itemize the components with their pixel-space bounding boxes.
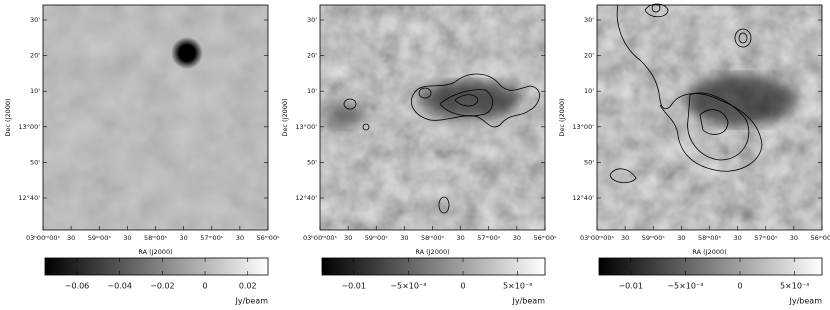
- colorbar-tick-label: 0.02: [239, 282, 257, 291]
- ra-tick-label: 59ᵐ00ˢ: [365, 234, 389, 242]
- dec-axis-label: Dec (J2000): [558, 98, 566, 136]
- dec-tick-label: 30': [30, 16, 40, 24]
- ra-tick-label: 58ᵐ00ˢ: [698, 234, 722, 242]
- ra-tick-label: 30: [400, 234, 408, 242]
- colorbar-tick-label: 0: [203, 282, 208, 291]
- ra-tick-label: 30: [733, 234, 741, 242]
- dec-tick-label: 12°40': [18, 194, 40, 202]
- ra-axis-label: RA (J2000): [138, 248, 172, 256]
- dec-tick-label: 20': [30, 52, 40, 60]
- colorbar: [321, 257, 546, 276]
- dec-tick-label: 12°40': [572, 194, 594, 202]
- ra-tick-label: 30: [123, 234, 131, 242]
- dec-tick-label: 10': [584, 87, 594, 95]
- colorbar-tick-label: −5×10⁻³: [667, 282, 703, 291]
- dec-axis-label: Dec (J2000): [281, 98, 289, 136]
- colorbar-unit: Jy/beam: [512, 297, 546, 306]
- ra-tick-label: 30: [790, 234, 798, 242]
- image-2: [320, 5, 545, 230]
- ra-tick-label: 30: [67, 234, 75, 242]
- dec-tick-label: 13°00': [295, 123, 317, 131]
- dec-tick-label: 20': [307, 52, 317, 60]
- dec-tick-label: 30': [584, 16, 594, 24]
- ra-tick-label: 30: [344, 234, 352, 242]
- ra-tick-label: 30: [456, 234, 464, 242]
- ra-tick-label: 59ᵐ00ˢ: [88, 234, 112, 242]
- colorbar-tick-label: 0: [460, 282, 465, 291]
- dec-tick-label: 13°00': [572, 123, 594, 131]
- dec-tick-label: 13°00': [18, 123, 40, 131]
- ra-tick-label: 57ᵐ00ˢ: [477, 234, 501, 242]
- colorbar-tick-label: −0.04: [107, 282, 132, 291]
- ra-tick-label: 56ᵐ00ˢ: [533, 234, 557, 242]
- colorbar: [44, 257, 269, 276]
- ra-tick-label: 58ᵐ00ˢ: [421, 234, 445, 242]
- dec-tick-label: 50': [30, 158, 40, 166]
- colorbar-tick-label: 0: [737, 282, 742, 291]
- ra-axis-label: RA (J2000): [415, 248, 449, 256]
- colorbar-tick-label: −0.01: [341, 282, 366, 291]
- ra-tick-label: 30: [236, 234, 244, 242]
- dec-tick-label: 12°40': [295, 194, 317, 202]
- ra-tick-label: 30: [513, 234, 521, 242]
- dec-tick-label: 20': [584, 52, 594, 60]
- dec-tick-label: 50': [584, 158, 594, 166]
- ra-tick-label: 03ʰ00ᵐ00ˢ: [303, 234, 337, 242]
- ra-tick-label: 58ᵐ00ˢ: [144, 234, 168, 242]
- ra-tick-label: 57ᵐ00ˢ: [754, 234, 778, 242]
- colorbar-tick-label: 5×10⁻³: [780, 282, 809, 291]
- ra-axis-label: RA (J2000): [692, 248, 726, 256]
- dec-tick-label: 50': [307, 158, 317, 166]
- ra-tick-label: 59ᵐ00ˢ: [642, 234, 666, 242]
- image-3: [597, 3, 822, 230]
- colorbar-unit: Jy/beam: [789, 297, 823, 306]
- ra-tick-label: 30: [621, 234, 629, 242]
- ra-tick-label: 30: [179, 234, 187, 242]
- image-1: [43, 5, 268, 230]
- colorbar: [598, 257, 823, 276]
- colorbar-tick-label: −0.02: [150, 282, 175, 291]
- ra-tick-label: 56ᵐ00ˢ: [810, 234, 830, 242]
- dec-tick-label: 10': [307, 87, 317, 95]
- ra-tick-label: 30: [677, 234, 685, 242]
- ra-tick-label: 57ᵐ00ˢ: [200, 234, 224, 242]
- colorbar-tick-label: 5×10⁻³: [503, 282, 532, 291]
- colorbar-tick-label: −5×10⁻³: [390, 282, 426, 291]
- dec-axis-label: Dec (J2000): [4, 98, 12, 136]
- dec-tick-label: 10': [30, 87, 40, 95]
- colorbar-tick-label: −0.01: [618, 282, 643, 291]
- ra-tick-label: 03ʰ00ᵐ00ˢ: [580, 234, 614, 242]
- colorbar-tick-label: −0.06: [65, 282, 90, 291]
- ra-tick-label: 56ᵐ00ˢ: [256, 234, 280, 242]
- dec-tick-label: 30': [307, 16, 317, 24]
- colorbar-unit: Jy/beam: [235, 297, 269, 306]
- ra-tick-label: 03ʰ00ᵐ00ˢ: [26, 234, 60, 242]
